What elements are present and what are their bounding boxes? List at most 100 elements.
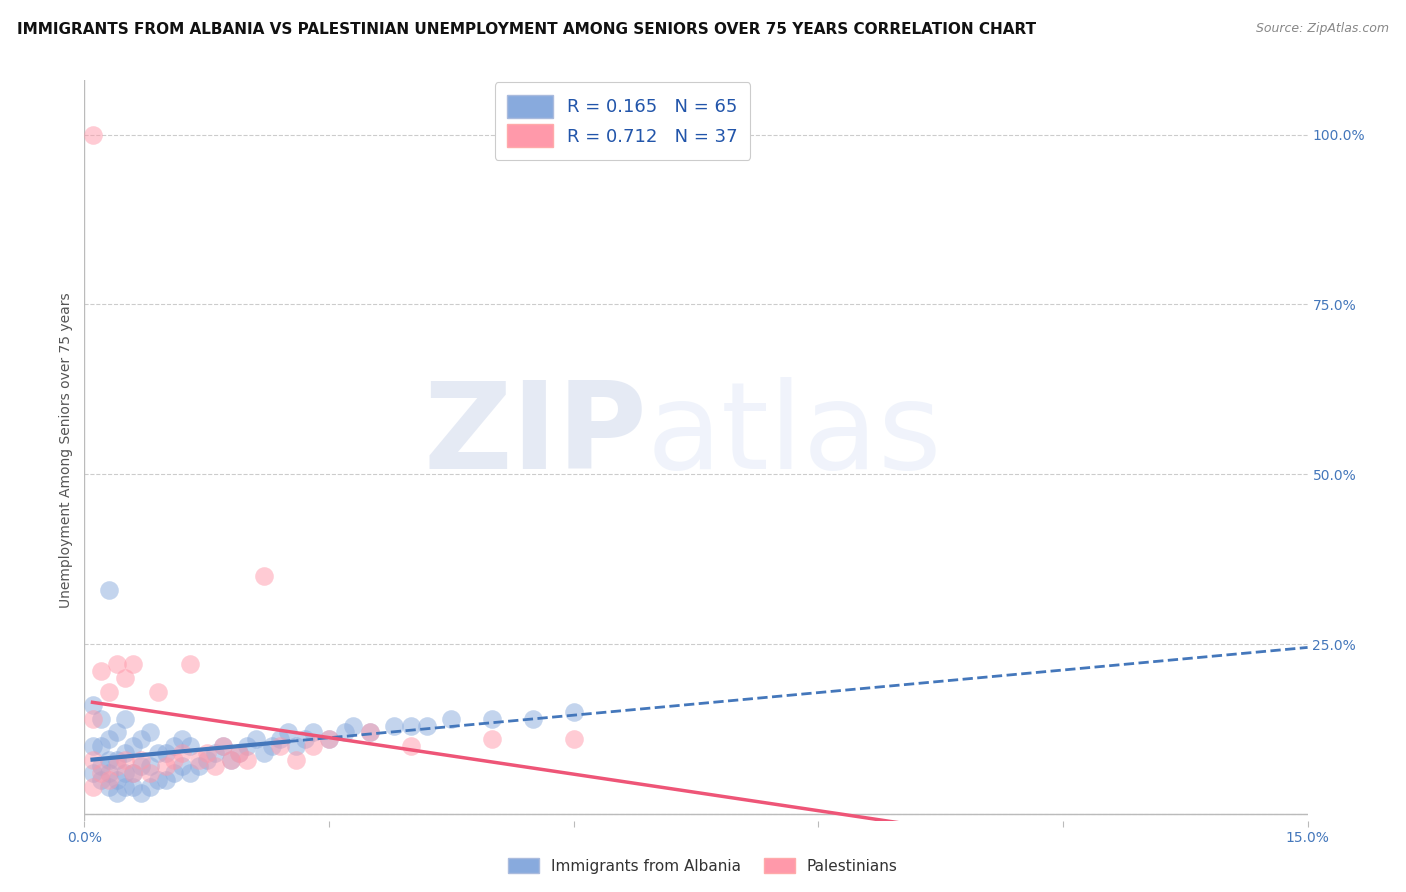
Point <box>97 732 120 747</box>
Point <box>131 752 153 766</box>
Point <box>277 725 299 739</box>
Point <box>179 739 201 753</box>
Point <box>195 746 218 760</box>
Point <box>179 657 201 672</box>
Point <box>82 698 104 713</box>
Text: atlas: atlas <box>647 377 942 494</box>
Point <box>236 739 259 753</box>
Point <box>97 684 120 698</box>
Point <box>187 752 209 766</box>
Legend: R = 0.165   N = 65, R = 0.712   N = 37: R = 0.165 N = 65, R = 0.712 N = 37 <box>495 82 751 160</box>
Point <box>172 746 194 760</box>
Point <box>285 752 308 766</box>
Point <box>114 712 136 726</box>
Point <box>522 712 544 726</box>
Text: ZIP: ZIP <box>423 377 647 494</box>
Point <box>138 780 160 794</box>
Point <box>138 725 160 739</box>
Point <box>97 752 120 766</box>
Point <box>97 772 120 787</box>
Point <box>146 772 169 787</box>
Point <box>114 746 136 760</box>
Point <box>82 780 104 794</box>
Point <box>82 766 104 780</box>
Point <box>204 759 226 773</box>
Point <box>114 671 136 685</box>
Point <box>138 766 160 780</box>
Legend: Immigrants from Albania, Palestinians: Immigrants from Albania, Palestinians <box>502 852 904 880</box>
Point <box>105 752 128 766</box>
Point <box>105 759 128 773</box>
Point <box>105 787 128 801</box>
Point <box>481 712 503 726</box>
Point <box>122 766 145 780</box>
Point <box>212 739 235 753</box>
Point <box>82 712 104 726</box>
Point <box>90 772 112 787</box>
Point <box>172 732 194 747</box>
Point <box>301 725 323 739</box>
Text: Source: ZipAtlas.com: Source: ZipAtlas.com <box>1256 22 1389 36</box>
Point <box>172 759 194 773</box>
Point <box>359 725 381 739</box>
Point <box>155 759 177 773</box>
Point <box>342 718 364 732</box>
Point <box>269 739 291 753</box>
Point <box>122 657 145 672</box>
Point <box>122 780 145 794</box>
Point <box>219 752 242 766</box>
Point <box>82 739 104 753</box>
Point <box>155 746 177 760</box>
Point <box>285 739 308 753</box>
Point <box>163 766 186 780</box>
Point <box>122 766 145 780</box>
Point <box>204 746 226 760</box>
Point <box>440 712 463 726</box>
Point <box>131 732 153 747</box>
Point <box>122 739 145 753</box>
Point <box>187 759 209 773</box>
Point <box>335 725 357 739</box>
Point <box>146 746 169 760</box>
Point <box>245 732 267 747</box>
Point <box>114 780 136 794</box>
Point <box>562 732 585 747</box>
Point <box>114 766 136 780</box>
Point <box>97 780 120 794</box>
Point <box>301 739 323 753</box>
Point <box>228 746 250 760</box>
Point <box>269 732 291 747</box>
Point <box>155 772 177 787</box>
Point <box>228 746 250 760</box>
Point <box>90 739 112 753</box>
Point <box>90 759 112 773</box>
Point <box>82 752 104 766</box>
Point <box>114 752 136 766</box>
Point <box>399 739 422 753</box>
Point <box>97 766 120 780</box>
Point <box>481 732 503 747</box>
Y-axis label: Unemployment Among Seniors over 75 years: Unemployment Among Seniors over 75 years <box>59 293 73 608</box>
Point <box>163 752 186 766</box>
Point <box>253 569 276 583</box>
Point <box>253 746 276 760</box>
Point <box>105 772 128 787</box>
Text: IMMIGRANTS FROM ALBANIA VS PALESTINIAN UNEMPLOYMENT AMONG SENIORS OVER 75 YEARS : IMMIGRANTS FROM ALBANIA VS PALESTINIAN U… <box>17 22 1036 37</box>
Point <box>105 725 128 739</box>
Point <box>382 718 405 732</box>
Point <box>236 752 259 766</box>
Point <box>105 657 128 672</box>
Point <box>163 739 186 753</box>
Point <box>359 725 381 739</box>
Point <box>318 732 340 747</box>
Point <box>260 739 283 753</box>
Point <box>212 739 235 753</box>
Point <box>131 759 153 773</box>
Point <box>399 718 422 732</box>
Point <box>138 759 160 773</box>
Point <box>416 718 439 732</box>
Point <box>179 766 201 780</box>
Point <box>90 766 112 780</box>
Point <box>90 712 112 726</box>
Point <box>131 787 153 801</box>
